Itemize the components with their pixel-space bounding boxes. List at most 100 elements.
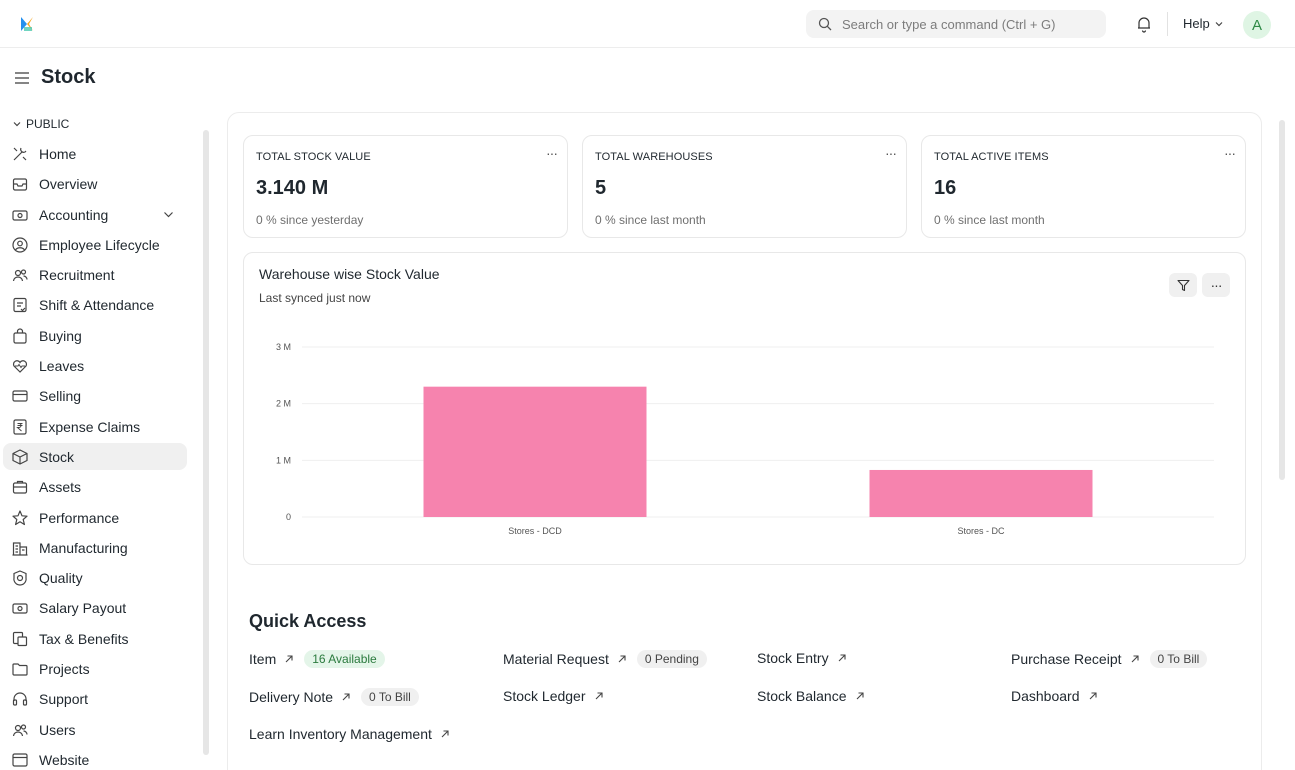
sidebar-item-employee-lifecycle[interactable]: Employee Lifecycle (3, 231, 187, 258)
bar[interactable] (423, 386, 647, 517)
quick-link-label: Stock Entry (757, 650, 829, 666)
sidebar-item-shift-attendance[interactable]: Shift & Attendance (3, 291, 187, 318)
main-scrollbar[interactable] (1279, 120, 1285, 480)
chart-more-button[interactable]: ··· (1202, 273, 1230, 297)
number-card-total-stock-value[interactable]: TOTAL STOCK VALUE ··· 3.140 M 0 % since … (243, 135, 568, 238)
sidebar-item-buying[interactable]: Buying (3, 322, 187, 349)
sidebar-section-public[interactable]: PUBLIC (12, 117, 69, 131)
external-arrow-icon (856, 692, 864, 700)
search-input[interactable] (842, 10, 1098, 38)
users-icon (12, 723, 28, 736)
sidebar-item-tax-benefits[interactable]: Tax & Benefits (3, 625, 187, 652)
more-icon: ··· (1210, 277, 1223, 293)
chevron-down-icon[interactable] (162, 208, 175, 221)
sidebar-item-expense-claims[interactable]: Expense Claims (3, 413, 187, 440)
bar-chart: 0 1 M 2 M 3 M Stores - DCD Stores - DC (276, 342, 1214, 536)
card-subtext: 0 % since last month (595, 213, 706, 227)
sidebar-item-selling[interactable]: Selling (3, 382, 187, 409)
sidebar-item-performance[interactable]: Performance (3, 504, 187, 531)
sidebar-item-label: Quality (39, 569, 83, 586)
sidebar-item-label: Stock (39, 448, 75, 465)
more-icon[interactable]: ··· (546, 145, 558, 161)
external-arrow-icon (441, 730, 449, 738)
bar[interactable] (869, 469, 1093, 517)
quick-link-purchase-receipt[interactable]: Purchase Receipt 0 To Bill (1011, 650, 1208, 668)
quick-link-delivery-note[interactable]: Delivery Note 0 To Bill (249, 688, 419, 706)
sidebar-item-website[interactable]: Website (3, 746, 187, 770)
number-card-total-warehouses[interactable]: TOTAL WAREHOUSES ··· 5 0 % since last mo… (582, 135, 907, 238)
sidebar-item-home[interactable]: Home (3, 140, 187, 167)
sidebar-item-accounting[interactable]: Accounting (3, 201, 187, 228)
tools-icon (13, 147, 27, 160)
sidebar-item-manufacturing[interactable]: Manufacturing (3, 534, 187, 561)
sidebar-item-quality[interactable]: Quality (3, 564, 187, 591)
sidebar-item-label: Overview (39, 175, 98, 192)
sidebar-item-overview[interactable]: Overview (3, 170, 187, 197)
chart-card: Warehouse wise Stock Value Last synced j… (243, 252, 1246, 565)
external-arrow-icon (1131, 655, 1139, 663)
sidebar-item-label: Performance (39, 509, 120, 526)
quick-link-label: Dashboard (1011, 688, 1080, 704)
sidebar-item-support[interactable]: Support (3, 685, 187, 712)
filter-button[interactable] (1169, 273, 1197, 297)
quick-link-dashboard[interactable]: Dashboard (1011, 688, 1098, 704)
sidebar-item-stock[interactable]: Stock (3, 443, 187, 470)
y-tick-label: 1 M (276, 455, 291, 465)
quick-link-stock-balance[interactable]: Stock Balance (757, 688, 865, 704)
sidebar-item-label: Website (39, 751, 90, 768)
card-value: 5 (595, 177, 607, 199)
bell-icon[interactable] (1135, 15, 1153, 33)
x-tick-label: Stores - DCD (508, 526, 562, 536)
sidebar-item-salary-payout[interactable]: Salary Payout (3, 594, 187, 621)
sidebar-scrollbar[interactable] (203, 130, 209, 755)
sidebar-item-projects[interactable]: Projects (3, 655, 187, 682)
sidebar-item-recruitment[interactable]: Recruitment (3, 261, 187, 288)
number-card-total-active-items[interactable]: TOTAL ACTIVE ITEMS ··· 16 0 % since last… (921, 135, 1246, 238)
folder-icon (12, 662, 28, 676)
sidebar-item-label: Employee Lifecycle (39, 236, 160, 253)
card-subtext: 0 % since last month (934, 213, 1045, 227)
filter-icon (1176, 279, 1190, 291)
users-icon (12, 268, 28, 281)
sidebar-item-label: Support (39, 690, 89, 707)
sidebar-item-users[interactable]: Users (3, 716, 187, 743)
quick-link-item[interactable]: Item 16 Available (249, 650, 385, 668)
money-icon (12, 209, 28, 221)
more-icon[interactable]: ··· (885, 145, 897, 161)
quick-link-label: Purchase Receipt (1011, 651, 1122, 667)
sidebar-item-assets[interactable]: Assets (3, 473, 187, 500)
quick-link-label: Stock Balance (757, 688, 847, 704)
help-dropdown[interactable]: Help (1183, 16, 1224, 31)
external-arrow-icon (1089, 692, 1097, 700)
external-arrow-icon (838, 654, 846, 662)
app-logo-icon[interactable] (18, 15, 36, 33)
sidebar-item-label: Buying (39, 327, 82, 344)
y-tick-label: 0 (286, 512, 291, 522)
box-icon (12, 448, 28, 465)
external-arrow-icon (618, 655, 626, 663)
quick-link-label: Stock Ledger (503, 688, 586, 704)
menu-icon[interactable] (14, 70, 30, 86)
sidebar-item-label: Home (39, 145, 77, 162)
y-tick-label: 3 M (276, 342, 291, 352)
navbar-divider (1167, 12, 1168, 36)
y-tick-label: 2 M (276, 399, 291, 409)
quick-link-material-request[interactable]: Material Request 0 Pending (503, 650, 707, 668)
rupee-icon (13, 418, 27, 435)
briefcase-icon (12, 480, 28, 494)
quick-link-label: Item (249, 651, 277, 667)
avatar[interactable]: A (1243, 11, 1271, 39)
document-icon (12, 631, 28, 646)
headset-icon (12, 691, 28, 706)
search-bar[interactable] (806, 10, 1106, 38)
sidebar-item-leaves[interactable]: Leaves (3, 352, 187, 379)
card-value: 3.140 M (256, 177, 329, 199)
more-icon[interactable]: ··· (1224, 145, 1236, 161)
quick-link-stock-ledger[interactable]: Stock Ledger (503, 688, 604, 704)
chart-subtitle: Last synced just now (259, 291, 371, 305)
sidebar-item-label: Selling (39, 387, 82, 404)
quick-link-learn-inventory-management[interactable]: Learn Inventory Management (249, 726, 450, 742)
quick-link-stock-entry[interactable]: Stock Entry (757, 650, 847, 666)
card-label: TOTAL STOCK VALUE (256, 151, 371, 163)
sidebar-item-label: Shift & Attendance (39, 296, 155, 313)
